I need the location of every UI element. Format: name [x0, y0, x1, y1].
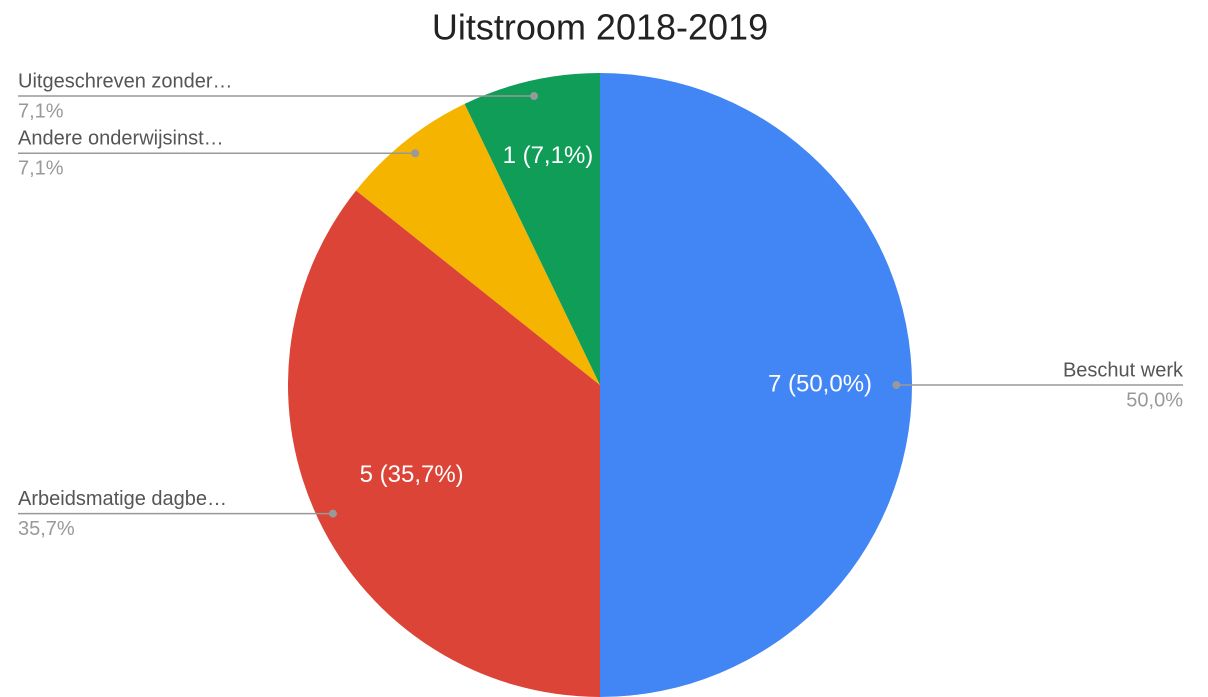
callout-name: Arbeidsmatige dagbe…	[18, 488, 227, 510]
callout-name: Uitgeschreven zonder…	[18, 70, 233, 92]
callout-percent: 50,0%	[1126, 389, 1183, 411]
callout-name: Andere onderwijsinst…	[18, 128, 224, 150]
slice-label: 1 (7,1%)	[503, 142, 594, 169]
callout-percent: 7,1%	[18, 100, 64, 122]
callout-name: Beschut werk	[1063, 359, 1184, 381]
slice-label: 7 (50,0%)	[768, 370, 872, 397]
callout-dot	[411, 149, 420, 158]
chart-title: Uitstroom 2018-2019	[432, 7, 768, 48]
pie-slice	[287, 190, 600, 697]
pie-slice	[600, 73, 912, 697]
callout-dot	[530, 92, 539, 101]
slice-label: 5 (35,7%)	[360, 461, 464, 488]
callout-percent: 35,7%	[18, 518, 75, 540]
pie-slice	[464, 73, 600, 385]
callout-percent: 7,1%	[18, 158, 64, 180]
callout-dot	[892, 381, 901, 389]
pie-slice	[356, 103, 600, 386]
callout-dot	[328, 509, 337, 518]
